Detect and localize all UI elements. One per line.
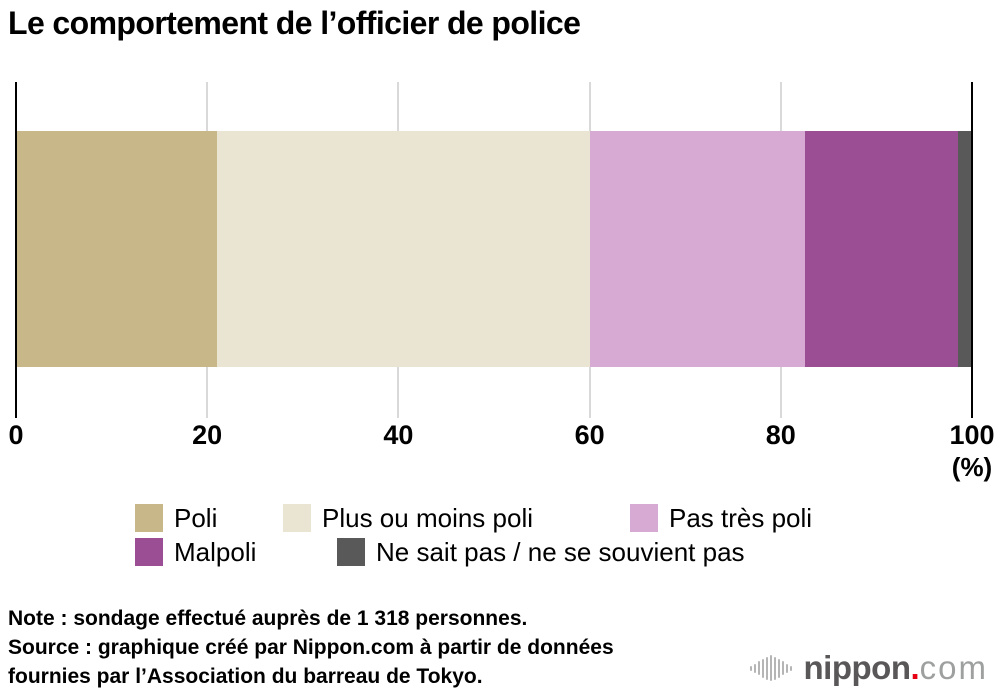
logo-bar [789, 665, 792, 671]
stacked-bar [16, 131, 972, 367]
legend-swatch-3 [630, 504, 658, 532]
note-line-3: fournies par l’Association du barreau de… [8, 665, 483, 688]
x-tick-label-80: 80 [765, 420, 796, 450]
x-axis-unit-label: (%) [951, 452, 993, 482]
logo-bar [773, 656, 776, 680]
legend-item-label: Plus ou moins poli [322, 502, 533, 533]
logo-bar [777, 658, 780, 678]
note-line-2: Source : graphique créé par Nippon.com à… [8, 636, 614, 659]
axis-line-100 [971, 82, 973, 418]
page-title: Le comportement de l’officier de police [8, 5, 581, 41]
legend-item-1: Poli [135, 503, 217, 533]
x-tick-label-40: 40 [383, 420, 414, 450]
bar-segment-5 [957, 131, 972, 367]
bar-segment-3 [589, 131, 805, 367]
logo-text-com: com [919, 649, 988, 686]
logo-bar [785, 663, 788, 673]
logo-text: nippon.com [804, 649, 988, 687]
logo-bar [781, 661, 784, 675]
bar-segment-2 [216, 131, 590, 367]
legend-item-label: Ne sait pas / ne se souvient pas [376, 536, 745, 567]
x-tick-label-20: 20 [192, 420, 223, 450]
legend-item-label: Poli [174, 502, 218, 533]
legend-swatch-5 [337, 538, 365, 566]
x-tick-label-60: 60 [574, 420, 605, 450]
legend-swatch-4 [135, 538, 163, 566]
legend-item-3: Pas très poli [630, 503, 812, 533]
legend-swatch-1 [135, 504, 163, 532]
soundwave-bars-icon [749, 655, 794, 681]
axis-line-0 [15, 82, 17, 418]
logo-dot: . [910, 649, 920, 686]
plot-area: (%) 0 20 40 60 80 100 [8, 82, 995, 482]
legend-item-4: Malpoli [135, 537, 256, 567]
bar-segment-4 [804, 131, 958, 367]
logo-bar [769, 655, 772, 681]
x-tick-label-100: 100 [949, 420, 995, 450]
logo-bar [765, 656, 768, 680]
note-line-1: Note : sondage effectué auprès de 1 318 … [8, 607, 528, 630]
logo-bar [753, 663, 756, 673]
legend-item-label: Pas très poli [669, 502, 813, 533]
legend-item-2: Plus ou moins poli [283, 503, 533, 533]
legend-item-label: Malpoli [174, 536, 257, 567]
nippon-logo: nippon.com [749, 649, 988, 687]
notes: Note : sondage effectué auprès de 1 318 … [8, 604, 614, 691]
legend-swatch-2 [283, 504, 311, 532]
x-tick-label-0: 0 [8, 420, 24, 450]
legend-item-5: Ne sait pas / ne se souvient pas [337, 537, 745, 567]
logo-text-nippon: nippon [803, 649, 911, 686]
logo-bar [757, 661, 760, 675]
logo-bar [761, 658, 764, 678]
logo-bar [749, 665, 752, 671]
bar-segment-1 [16, 131, 217, 367]
